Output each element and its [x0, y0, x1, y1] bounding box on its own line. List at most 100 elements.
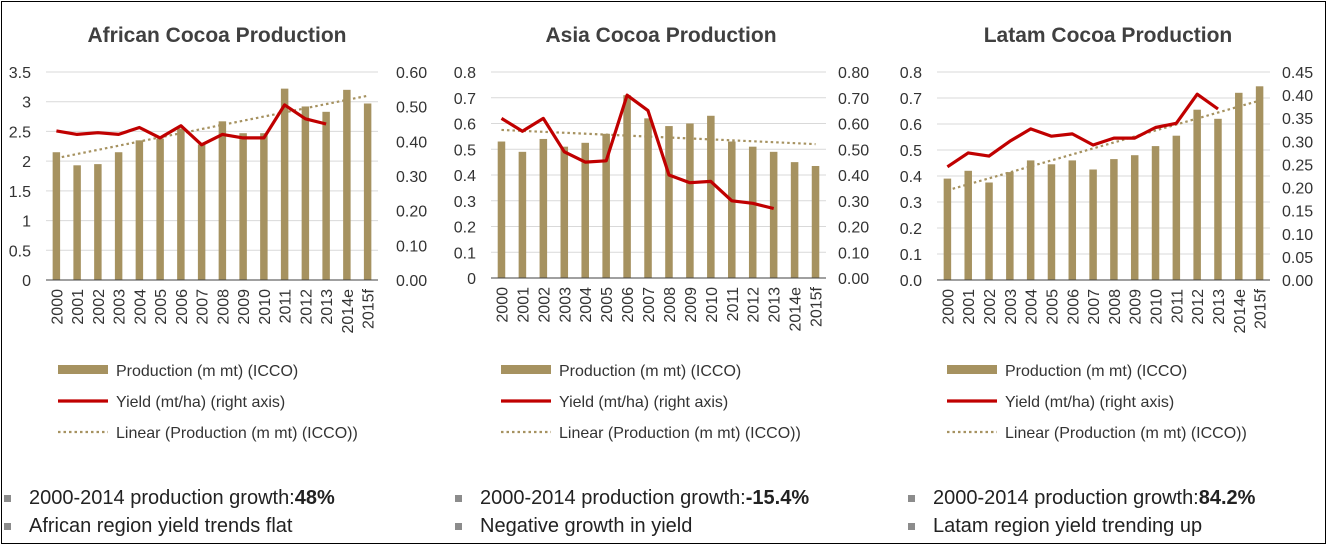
bullet-latam-growth: 2000-2014 production growth: 84.2%: [908, 484, 1255, 512]
legend-production-label: Production (m mt) (ICCO): [559, 363, 741, 380]
bullets-latam: 2000-2014 production growth: 84.2% Latam…: [908, 484, 1255, 540]
right-axis-tick-label: 0.60: [396, 65, 427, 82]
production-bar: [1068, 160, 1077, 280]
left-axis-tick-label: 0.7: [900, 91, 922, 108]
x-axis-tick-label: 2012: [746, 287, 763, 323]
x-axis-tick-label: 2014e: [340, 289, 357, 334]
production-bar: [985, 182, 993, 280]
production-bar: [769, 151, 778, 278]
x-axis-tick-label: 2013: [767, 287, 784, 323]
production-bar: [644, 118, 652, 278]
production-bar: [322, 111, 330, 281]
production-bar: [363, 103, 372, 280]
bullet-latam-yield: Latam region yield trending up: [908, 512, 1255, 540]
x-axis-tick-label: 2011: [278, 289, 295, 324]
legend-linear-label: Linear (Production (m mt) (ICCO)): [116, 425, 358, 442]
linear-trendline: [947, 99, 1260, 192]
bullet-text: Negative growth in yield: [480, 515, 693, 537]
bullet-text: Latam region yield trending up: [933, 515, 1203, 537]
left-axis-tick-label: 2: [22, 154, 31, 171]
production-bar: [728, 141, 736, 278]
production-bar: [539, 138, 548, 278]
right-axis-tick-label: 0.05: [1282, 250, 1313, 267]
left-axis-tick-label: 0: [22, 273, 31, 290]
production-bar: [1110, 159, 1118, 280]
x-axis-tick-label: 2001: [70, 289, 87, 325]
right-axis-tick-label: 0.45: [1282, 65, 1313, 82]
right-axis-tick-label: 0.40: [838, 168, 869, 185]
production-bar: [707, 115, 715, 279]
x-axis-tick-label: 2008: [1107, 289, 1124, 325]
x-axis-tick-label: 2010: [257, 289, 274, 325]
right-axis-tick-label: 0.30: [396, 169, 427, 186]
x-axis-tick-label: 2005: [153, 289, 170, 325]
left-axis-tick-label: 0.1: [900, 247, 922, 264]
x-axis-tick-label: 2005: [1044, 289, 1061, 325]
production-bar: [518, 151, 527, 278]
bullet-square-icon: [455, 522, 462, 530]
chart-africa: African Cocoa Production 0 0.5 1 1.5 2 2.5 3 3.5…: [9, 24, 427, 442]
yield-line: [500, 93, 775, 211]
x-axis-tick-label: 2003: [557, 287, 574, 323]
x-axis-tick-label: 2015f: [809, 286, 826, 327]
right-axis-tick-label: 0.00: [396, 273, 427, 290]
right-axis-tick-label: 0.00: [838, 271, 869, 288]
left-axis-tick-label: 0.4: [454, 168, 476, 185]
production-bar: [1193, 109, 1201, 280]
right-axis-tick-label: 0.50: [396, 100, 427, 117]
right-axis-tick-label: 0.60: [838, 117, 869, 134]
x-axis-tick-label: 2000: [49, 289, 66, 325]
x-axis-tick-label: 2011: [1169, 289, 1186, 324]
production-bar: [623, 95, 631, 278]
production-bar: [581, 142, 589, 278]
legend-yield-label: Yield (mt/ha) (right axis): [116, 394, 285, 411]
right-axis-tick-label: 0.10: [838, 245, 869, 262]
bullet-text: 2000-2014 production growth:: [933, 487, 1199, 509]
production-bar: [197, 144, 206, 280]
production-bar: [1130, 155, 1139, 280]
production-bar: [1214, 118, 1222, 280]
x-axis-tick-label: 2002: [91, 289, 108, 325]
production-bar: [135, 140, 144, 280]
yield-line: [946, 92, 1219, 169]
chart-legend: Production (m mt) (ICCO) Yield (mt/ha) (r…: [58, 363, 358, 442]
production-bar: [52, 152, 61, 280]
production-bar: [343, 89, 351, 280]
left-axis-tick-label: 0.8: [900, 65, 922, 82]
production-bar: [811, 165, 820, 278]
bullet-text: 2000-2014 production growth:: [480, 487, 746, 509]
x-axis-tick-label: 2004: [1024, 289, 1041, 325]
left-axis-tick-label: 0: [467, 271, 476, 288]
production-bar: [177, 128, 185, 280]
legend-production-swatch: [947, 365, 997, 374]
x-axis-tick-label: 2008: [215, 289, 232, 325]
legend-linear-label: Linear (Production (m mt) (ICCO)): [1005, 425, 1247, 442]
x-axis-tick-label: 2008: [662, 287, 679, 323]
chart-title: African Cocoa Production: [87, 24, 346, 47]
x-axis-tick-label: 2005: [599, 287, 616, 323]
production-bar: [602, 133, 610, 278]
bullet-value: 84.2%: [1198, 487, 1256, 509]
bullet-asia-growth: 2000-2014 production growth: -15.4%: [455, 484, 809, 512]
left-axis-tick-label: 0.2: [454, 220, 476, 237]
legend-production-swatch: [58, 365, 108, 374]
chart-legend: Production (m mt) (ICCO) Yield (mt/ha) (r…: [947, 363, 1247, 442]
x-axis-tick-label: 2013: [1211, 289, 1228, 325]
left-axis-tick-label: 0.1: [454, 245, 476, 262]
right-axis-tick-label: 0.00: [1282, 273, 1313, 290]
right-axis-tick-label: 0.20: [1282, 181, 1313, 198]
production-bar: [1151, 146, 1160, 280]
x-axis-tick-label: 2007: [195, 289, 212, 325]
left-axis-tick-label: 0.8: [454, 65, 476, 82]
bullet-value: -15.4%: [745, 487, 810, 509]
bullet-text: African region yield trends flat: [29, 515, 293, 537]
bullet-square-icon: [908, 522, 915, 530]
chart-latam: Latam Cocoa Production 0.0 0.1 0.2 0.3 0.4 0.5…: [900, 24, 1313, 442]
production-bar: [1235, 92, 1243, 280]
production-bar: [301, 106, 310, 281]
legend-production-swatch: [501, 365, 551, 374]
right-axis-tick-label: 0.40: [1282, 88, 1313, 105]
production-bar: [748, 146, 757, 278]
production-bar: [94, 164, 102, 280]
